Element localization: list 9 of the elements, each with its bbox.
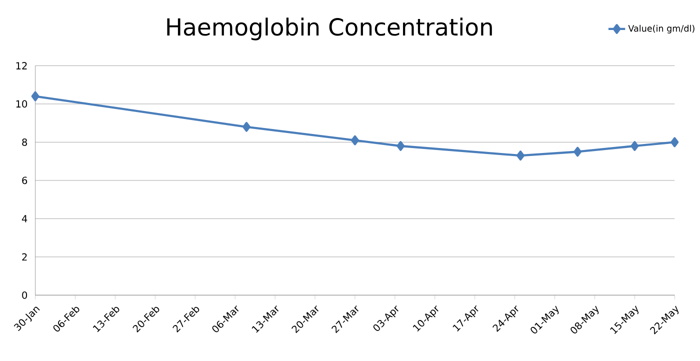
chart-title: Haemoglobin Concentration [167, 18, 492, 40]
y-tick-label: 2 [22, 253, 27, 261]
y-tick-label: 12 [16, 62, 27, 70]
y-tick-label: 0 [22, 292, 28, 299]
y-tick-label: 6 [22, 176, 28, 184]
legend-label: Value(in gm/dl) [628, 24, 694, 34]
y-tick-label: 10 [16, 100, 28, 108]
y-tick-label: 4 [22, 215, 28, 222]
y-tick-label: 8 [22, 138, 28, 146]
